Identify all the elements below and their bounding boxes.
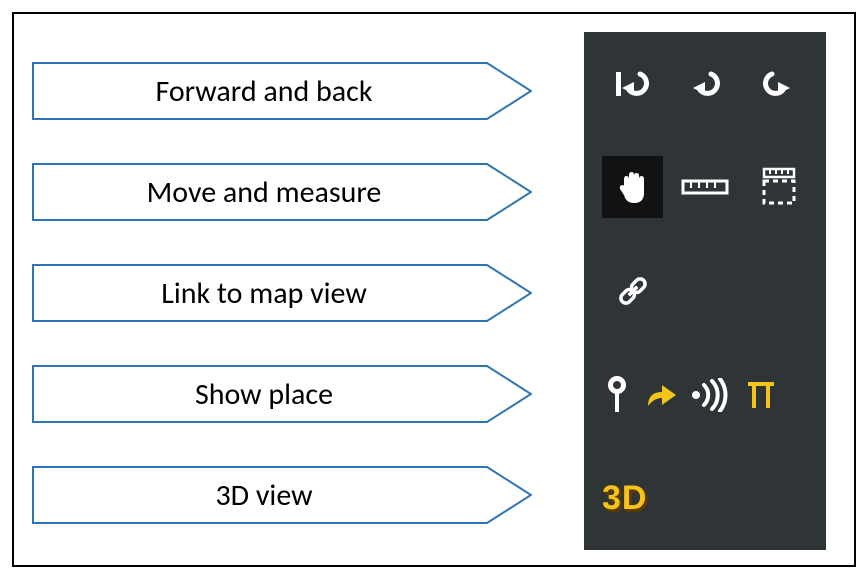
link-map-view-button[interactable] bbox=[602, 260, 664, 322]
hand-icon bbox=[612, 167, 652, 207]
pin-icon bbox=[603, 374, 631, 416]
show-pin-button[interactable] bbox=[598, 364, 636, 426]
measure-area-button[interactable] bbox=[747, 156, 808, 218]
toolbar-row-link bbox=[584, 239, 826, 343]
label-text: Link to map view bbox=[161, 275, 367, 312]
label-text: 3D view bbox=[215, 477, 312, 514]
label-text: Move and measure bbox=[147, 174, 382, 211]
label-forward-back: Forward and back bbox=[32, 62, 532, 120]
ruler-icon bbox=[681, 175, 729, 199]
label-move-measure: Move and measure bbox=[32, 163, 532, 221]
link-icon bbox=[613, 271, 653, 311]
label-text: Forward and back bbox=[155, 73, 372, 110]
label-3d-view: 3D view bbox=[32, 466, 532, 524]
toolbar-row-3d: 3D bbox=[584, 446, 826, 550]
go-back-button[interactable] bbox=[675, 53, 736, 115]
label-text: Show place bbox=[195, 376, 333, 413]
bar-undo-icon bbox=[610, 62, 654, 106]
toolbar-panel: 3D bbox=[584, 32, 826, 550]
signal-icon bbox=[688, 378, 734, 412]
measure-line-button[interactable] bbox=[675, 156, 736, 218]
share-icon bbox=[644, 380, 678, 410]
3d-view-button[interactable]: 3D bbox=[602, 467, 647, 529]
pan-hand-button[interactable] bbox=[602, 156, 663, 218]
go-to-start-button[interactable] bbox=[602, 53, 663, 115]
label-link-map: Link to map view bbox=[32, 264, 532, 322]
toolbar-row-navigation bbox=[584, 32, 826, 136]
toolbar-row-move-measure bbox=[584, 136, 826, 240]
broadcast-button[interactable] bbox=[686, 364, 736, 426]
gate-symbol-button[interactable] bbox=[742, 364, 780, 426]
undo-icon bbox=[683, 62, 727, 106]
label-show-place: Show place bbox=[32, 365, 532, 423]
redo-icon bbox=[756, 62, 800, 106]
share-button[interactable] bbox=[642, 364, 680, 426]
pi-gate-icon bbox=[746, 378, 776, 412]
ruler-box-icon bbox=[756, 165, 800, 209]
labels-column: Forward and back Move and measure Link t… bbox=[32, 62, 532, 524]
diagram-frame: Forward and back Move and measure Link t… bbox=[12, 12, 856, 567]
text-3d-icon: 3D bbox=[602, 479, 647, 518]
go-forward-button[interactable] bbox=[747, 53, 808, 115]
toolbar-row-show-place bbox=[584, 343, 826, 447]
